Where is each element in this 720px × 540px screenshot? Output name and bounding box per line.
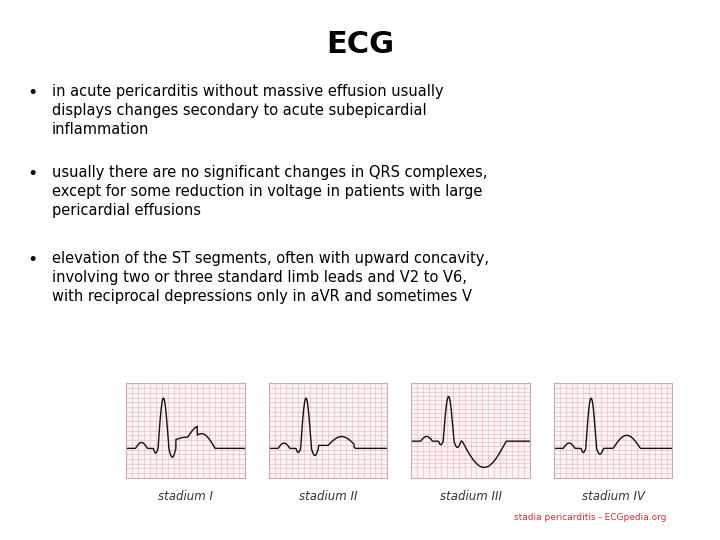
Text: ECG: ECG — [326, 30, 394, 59]
Text: stadium IV: stadium IV — [582, 490, 644, 503]
Text: •: • — [27, 251, 37, 269]
Text: in acute pericarditis without massive effusion usually
displays changes secondar: in acute pericarditis without massive ef… — [52, 84, 444, 137]
Text: stadium III: stadium III — [439, 490, 502, 503]
Text: •: • — [27, 165, 37, 183]
Text: stadium II: stadium II — [299, 490, 357, 503]
Text: usually there are no significant changes in QRS complexes,
except for some reduc: usually there are no significant changes… — [52, 165, 487, 218]
Text: stadium I: stadium I — [158, 490, 213, 503]
Text: elevation of the ST segments, often with upward concavity,
involving two or thre: elevation of the ST segments, often with… — [52, 251, 489, 305]
Text: stadia pericarditis - ECGpedia.org: stadia pericarditis - ECGpedia.org — [514, 513, 667, 522]
Text: •: • — [27, 84, 37, 102]
